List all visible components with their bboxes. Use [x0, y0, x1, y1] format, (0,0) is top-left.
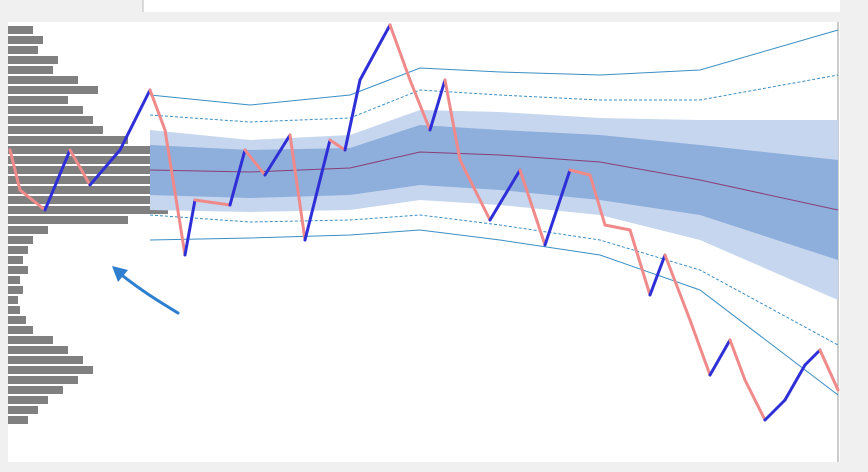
- profile-bar: [8, 206, 168, 214]
- profile-bar: [8, 416, 28, 424]
- price-segment: [358, 23, 392, 82]
- profile-bar: [8, 66, 53, 74]
- profile-bar: [8, 36, 43, 44]
- profile-bar: [8, 166, 238, 174]
- profile-bar: [8, 96, 68, 104]
- profile-bar: [8, 356, 83, 364]
- price-segment: [408, 78, 432, 132]
- profile-bar: [8, 326, 33, 334]
- price-segment: [428, 78, 447, 132]
- profile-bar: [8, 316, 26, 324]
- profile-bar: [8, 396, 48, 404]
- price-segment: [763, 398, 787, 422]
- profile-bar: [8, 226, 48, 234]
- arrow-head: [112, 266, 128, 282]
- profile-bar: [8, 136, 128, 144]
- profile-bar: [8, 116, 93, 124]
- band-line: [149, 74, 839, 123]
- profile-bar: [8, 386, 63, 394]
- price-segment: [8, 148, 22, 192]
- price-segment: [743, 378, 767, 422]
- price-segment: [818, 348, 840, 392]
- price-segment: [543, 168, 572, 247]
- price-segment: [458, 158, 492, 222]
- profile-bar: [8, 346, 68, 354]
- price-segment: [18, 188, 47, 212]
- profile-bar: [8, 296, 18, 304]
- profile-bar: [8, 186, 258, 194]
- price-segment: [803, 348, 822, 367]
- price-segment: [193, 198, 232, 207]
- arrow-shaft: [116, 270, 180, 315]
- profile-bar: [8, 126, 103, 134]
- price-segment: [163, 128, 187, 257]
- price-segment: [343, 78, 362, 152]
- price-segment: [728, 338, 747, 382]
- profile-bar: [8, 106, 83, 114]
- profile-bar: [8, 86, 98, 94]
- price-segment: [628, 228, 652, 297]
- profile-bar: [8, 156, 188, 164]
- price-segment: [443, 78, 462, 162]
- plot: [8, 23, 840, 424]
- profile-bar: [8, 236, 33, 244]
- price-segment: [708, 338, 732, 377]
- price-segment: [183, 198, 197, 257]
- profile-bar: [8, 56, 58, 64]
- profile-bar: [8, 366, 93, 374]
- profile-bar: [8, 306, 20, 314]
- price-segment: [303, 138, 332, 242]
- price-segment: [663, 253, 692, 322]
- price-segment: [328, 138, 347, 152]
- profile-bar: [8, 46, 38, 54]
- band-line: [149, 229, 839, 396]
- price-segment: [648, 253, 667, 297]
- profile-bar: [8, 176, 218, 184]
- price-segment: [388, 23, 412, 82]
- profile-bar: [8, 266, 28, 274]
- profile-bar: [8, 26, 33, 34]
- profile-bar: [8, 276, 20, 284]
- band-area: [150, 125, 838, 260]
- price-segment: [783, 363, 807, 402]
- price-segment: [688, 318, 712, 377]
- profile-bar: [8, 406, 38, 414]
- profile-bar: [8, 376, 78, 384]
- profile-bar: [8, 196, 208, 204]
- price-segment: [518, 168, 547, 247]
- price-segment: [263, 133, 292, 177]
- profile-bar: [8, 216, 128, 224]
- price-segment: [588, 173, 607, 227]
- price-segment: [228, 148, 247, 207]
- profile-bar: [8, 146, 208, 154]
- price-segment: [43, 148, 72, 212]
- profile-bar: [8, 256, 23, 264]
- profile-bar: [8, 286, 23, 294]
- profile-bar: [8, 336, 53, 344]
- price-segment: [148, 88, 167, 132]
- top-panel: [143, 0, 840, 12]
- price-segment: [603, 223, 632, 232]
- price-segment: [488, 168, 522, 222]
- price-segment: [88, 148, 122, 187]
- price-segment: [568, 168, 592, 177]
- profile-bar: [8, 76, 78, 84]
- profile-bar: [8, 246, 28, 254]
- arrow-annotation: [112, 266, 180, 315]
- band-line: [149, 214, 839, 346]
- band-line: [149, 29, 839, 106]
- price-segment: [288, 133, 307, 242]
- price-segment: [118, 88, 152, 152]
- price-segment: [243, 148, 267, 177]
- price-segment: [68, 148, 92, 187]
